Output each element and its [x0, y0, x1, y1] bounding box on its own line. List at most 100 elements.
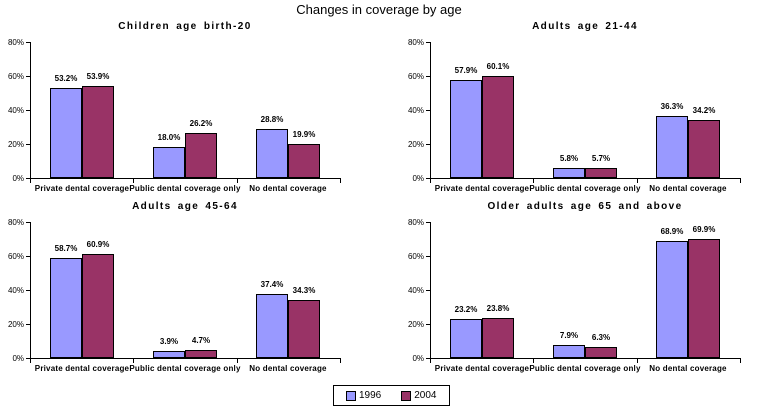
- bar-2004-private-dental-coverage: [482, 76, 514, 178]
- y-axis-tick: [26, 256, 30, 257]
- category-label: Private dental coverage: [434, 184, 530, 193]
- bar-value-label: 58.7%: [54, 244, 78, 253]
- y-axis-tick: [426, 358, 430, 359]
- category-label: Public dental coverage only: [129, 364, 241, 373]
- bar-value-label: 28.8%: [260, 115, 284, 124]
- category-label: Public dental coverage only: [529, 184, 641, 193]
- bar-value-label: 57.9%: [454, 66, 478, 75]
- y-axis-label: 20%: [7, 140, 24, 149]
- bar-2004-private-dental-coverage: [82, 86, 114, 178]
- category-label: Private dental coverage: [34, 364, 130, 373]
- subplot-adults-age-45-64: Adults age 45-64 0% 20% 40% 60% 80% Private de…: [0, 196, 379, 376]
- bar-value-label: 68.9%: [660, 227, 684, 236]
- x-axis-tick: [340, 359, 341, 363]
- bar-value-label: 36.3%: [660, 102, 684, 111]
- bar-1996-public-dental-coverage-only: [153, 351, 185, 358]
- bar-value-label: 5.7%: [591, 154, 611, 163]
- x-axis-tick: [430, 179, 431, 183]
- bar-2004-no-dental-coverage: [288, 144, 320, 178]
- legend-item-2004: 2004: [401, 389, 437, 401]
- bar-value-label: 26.2%: [189, 119, 213, 128]
- bar-1996-private-dental-coverage: [450, 80, 482, 178]
- bar-value-label: 19.9%: [292, 130, 316, 139]
- x-axis-tick: [430, 359, 431, 363]
- y-axis-tick: [426, 222, 430, 223]
- legend-label-1996: 1996: [359, 389, 382, 401]
- y-axis-label: 40%: [7, 106, 24, 115]
- plot-area: [30, 42, 341, 179]
- y-axis-tick: [26, 76, 30, 77]
- chart-title: Changes in coverage by age: [296, 2, 462, 17]
- y-axis-label: 20%: [407, 320, 424, 329]
- x-axis-tick: [133, 179, 134, 183]
- y-axis-label: 80%: [7, 218, 24, 227]
- y-axis-label: 60%: [7, 72, 24, 81]
- y-axis-label: 60%: [7, 252, 24, 261]
- bar-1996-no-dental-coverage: [656, 116, 688, 178]
- y-axis-tick: [426, 324, 430, 325]
- legend-swatch-2004-icon: [401, 390, 412, 401]
- y-axis-label: 20%: [7, 320, 24, 329]
- y-axis-tick: [26, 42, 30, 43]
- category-label: No dental coverage: [649, 184, 727, 193]
- x-axis-tick: [637, 359, 638, 363]
- y-axis-tick: [426, 144, 430, 145]
- bar-1996-public-dental-coverage-only: [553, 168, 585, 178]
- bar-2004-public-dental-coverage-only: [185, 133, 217, 178]
- x-axis-tick: [533, 179, 534, 183]
- y-axis-label: 40%: [7, 286, 24, 295]
- subplot-title: Adults age 45-64: [132, 201, 238, 212]
- plot-area: [30, 222, 341, 359]
- y-axis-label: 0%: [12, 354, 24, 363]
- y-axis-tick: [426, 290, 430, 291]
- bar-value-label: 7.9%: [559, 331, 579, 340]
- bar-2004-no-dental-coverage: [288, 300, 320, 358]
- y-axis-label: 60%: [407, 72, 424, 81]
- bar-1996-private-dental-coverage: [50, 88, 82, 178]
- y-axis-tick: [26, 324, 30, 325]
- legend-swatch-1996-icon: [346, 390, 356, 401]
- bar-value-label: 23.8%: [486, 304, 510, 313]
- y-axis-tick: [26, 222, 30, 223]
- y-axis-tick: [426, 256, 430, 257]
- bar-1996-no-dental-coverage: [256, 129, 288, 178]
- x-axis-tick: [637, 179, 638, 183]
- bar-value-label: 34.2%: [692, 106, 716, 115]
- y-axis-tick: [426, 178, 430, 179]
- bar-1996-public-dental-coverage-only: [153, 147, 185, 178]
- bar-value-label: 4.7%: [191, 336, 211, 345]
- legend-label-2004: 2004: [414, 389, 437, 401]
- bar-value-label: 18.0%: [157, 133, 181, 142]
- subplot-older-adults-age-65-and-above: Older adults age 65 and above 0% 20% 40% 60%…: [379, 196, 758, 376]
- legend: 1996 2004: [333, 385, 450, 406]
- y-axis-label: 0%: [412, 354, 424, 363]
- x-axis-tick: [533, 359, 534, 363]
- x-axis-tick: [30, 359, 31, 363]
- subplot-title: Adults age 21-44: [532, 21, 638, 32]
- bar-value-label: 37.4%: [260, 280, 284, 289]
- bar-value-label: 53.9%: [86, 72, 110, 81]
- bar-1996-public-dental-coverage-only: [553, 345, 585, 358]
- subplot-children-age-birth-20: Children age birth-20 0% 20% 40% 60% 80% Priva…: [0, 16, 379, 196]
- bar-1996-no-dental-coverage: [656, 241, 688, 358]
- x-axis-tick: [740, 179, 741, 183]
- bar-1996-private-dental-coverage: [450, 319, 482, 358]
- y-axis-label: 80%: [407, 218, 424, 227]
- bar-1996-private-dental-coverage: [50, 258, 82, 358]
- y-axis-label: 60%: [407, 252, 424, 261]
- category-label: No dental coverage: [249, 184, 327, 193]
- x-axis-tick: [133, 359, 134, 363]
- bar-value-label: 60.1%: [486, 62, 510, 71]
- category-label: Public dental coverage only: [529, 364, 641, 373]
- plot-area: [430, 222, 741, 359]
- x-axis-tick: [30, 179, 31, 183]
- category-label: Private dental coverage: [434, 364, 530, 373]
- y-axis-label: 0%: [12, 174, 24, 183]
- y-axis-tick: [26, 290, 30, 291]
- bar-value-label: 3.9%: [159, 337, 179, 346]
- subplot-adults-age-21-44: Adults age 21-44 0% 20% 40% 60% 80% Private de…: [379, 16, 758, 196]
- legend-item-1996: 1996: [346, 389, 382, 401]
- bar-value-label: 53.2%: [54, 74, 78, 83]
- subplot-title: Older adults age 65 and above: [487, 201, 683, 212]
